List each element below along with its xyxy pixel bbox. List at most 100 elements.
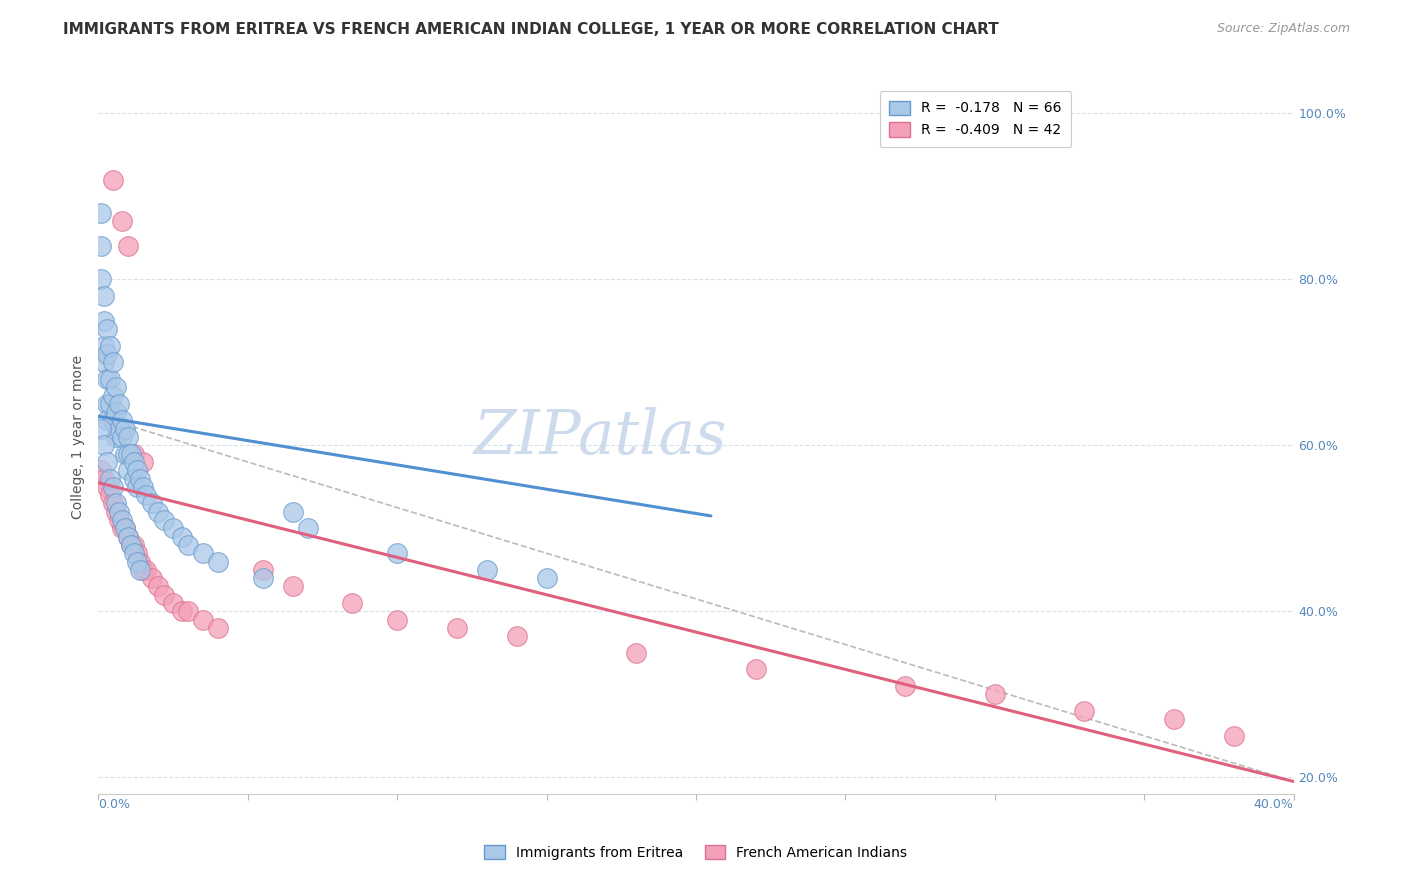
Point	[1163, 712, 1185, 726]
Point	[124, 447, 146, 461]
Point	[148, 505, 170, 519]
Point	[96, 480, 118, 494]
Point	[1223, 729, 1246, 743]
Point	[162, 521, 184, 535]
Point	[96, 372, 118, 386]
Point	[96, 413, 118, 427]
Point	[894, 679, 917, 693]
Point	[124, 546, 146, 560]
Point	[120, 538, 142, 552]
Point	[103, 413, 125, 427]
Point	[132, 455, 155, 469]
Point	[191, 546, 214, 560]
Text: Source: ZipAtlas.com: Source: ZipAtlas.com	[1216, 22, 1350, 36]
Legend: Immigrants from Eritrea, French American Indians: Immigrants from Eritrea, French American…	[479, 839, 912, 865]
Point	[120, 538, 142, 552]
Point	[108, 397, 131, 411]
Point	[117, 430, 139, 444]
Point	[103, 388, 125, 402]
Point	[90, 206, 112, 220]
Point	[129, 472, 152, 486]
Point	[114, 422, 136, 436]
Point	[98, 472, 122, 486]
Point	[536, 571, 558, 585]
Point	[129, 555, 152, 569]
Point	[96, 347, 118, 361]
Point	[111, 413, 134, 427]
Point	[98, 488, 122, 502]
Point	[117, 530, 139, 544]
Point	[98, 372, 122, 386]
Point	[281, 579, 304, 593]
Point	[297, 521, 319, 535]
Point	[1073, 704, 1095, 718]
Point	[93, 339, 115, 353]
Point	[127, 546, 149, 560]
Point	[135, 488, 157, 502]
Point	[105, 405, 128, 419]
Point	[984, 687, 1007, 701]
Point	[114, 521, 136, 535]
Point	[626, 646, 648, 660]
Point	[252, 563, 274, 577]
Point	[281, 505, 304, 519]
Point	[745, 662, 768, 676]
Point	[446, 621, 468, 635]
Point	[141, 496, 163, 510]
Point	[127, 480, 149, 494]
Point	[105, 430, 128, 444]
Point	[98, 339, 122, 353]
Point	[111, 214, 134, 228]
Point	[98, 397, 122, 411]
Point	[111, 430, 134, 444]
Point	[90, 422, 112, 436]
Point	[162, 596, 184, 610]
Point	[103, 496, 125, 510]
Point	[96, 322, 118, 336]
Text: 40.0%: 40.0%	[1254, 798, 1294, 811]
Point	[114, 521, 136, 535]
Text: IMMIGRANTS FROM ERITREA VS FRENCH AMERICAN INDIAN COLLEGE, 1 YEAR OR MORE CORREL: IMMIGRANTS FROM ERITREA VS FRENCH AMERIC…	[63, 22, 1000, 37]
Y-axis label: College, 1 year or more: College, 1 year or more	[72, 355, 86, 519]
Point	[93, 472, 115, 486]
Point	[117, 239, 139, 253]
Point	[132, 480, 155, 494]
Point	[93, 355, 115, 369]
Point	[117, 463, 139, 477]
Point	[114, 447, 136, 461]
Point	[172, 530, 194, 544]
Point	[90, 239, 112, 253]
Point	[111, 513, 134, 527]
Point	[153, 588, 176, 602]
Point	[124, 455, 146, 469]
Point	[127, 463, 149, 477]
Point	[191, 613, 214, 627]
Point	[93, 289, 115, 303]
Point	[127, 555, 149, 569]
Point	[148, 579, 170, 593]
Point	[177, 538, 200, 552]
Point	[207, 555, 229, 569]
Point	[129, 563, 152, 577]
Point	[117, 447, 139, 461]
Point	[96, 455, 118, 469]
Point	[120, 447, 142, 461]
Point	[506, 629, 529, 643]
Point	[108, 513, 131, 527]
Point	[90, 463, 112, 477]
Point	[385, 613, 409, 627]
Point	[90, 272, 112, 286]
Point	[342, 596, 364, 610]
Point	[141, 571, 163, 585]
Point	[93, 438, 115, 452]
Point	[135, 563, 157, 577]
Point	[132, 563, 155, 577]
Point	[93, 314, 115, 328]
Text: 0.0%: 0.0%	[98, 798, 131, 811]
Point	[124, 538, 146, 552]
Point	[117, 530, 139, 544]
Point	[385, 546, 409, 560]
Point	[103, 480, 125, 494]
Point	[105, 380, 128, 394]
Point	[177, 604, 200, 618]
